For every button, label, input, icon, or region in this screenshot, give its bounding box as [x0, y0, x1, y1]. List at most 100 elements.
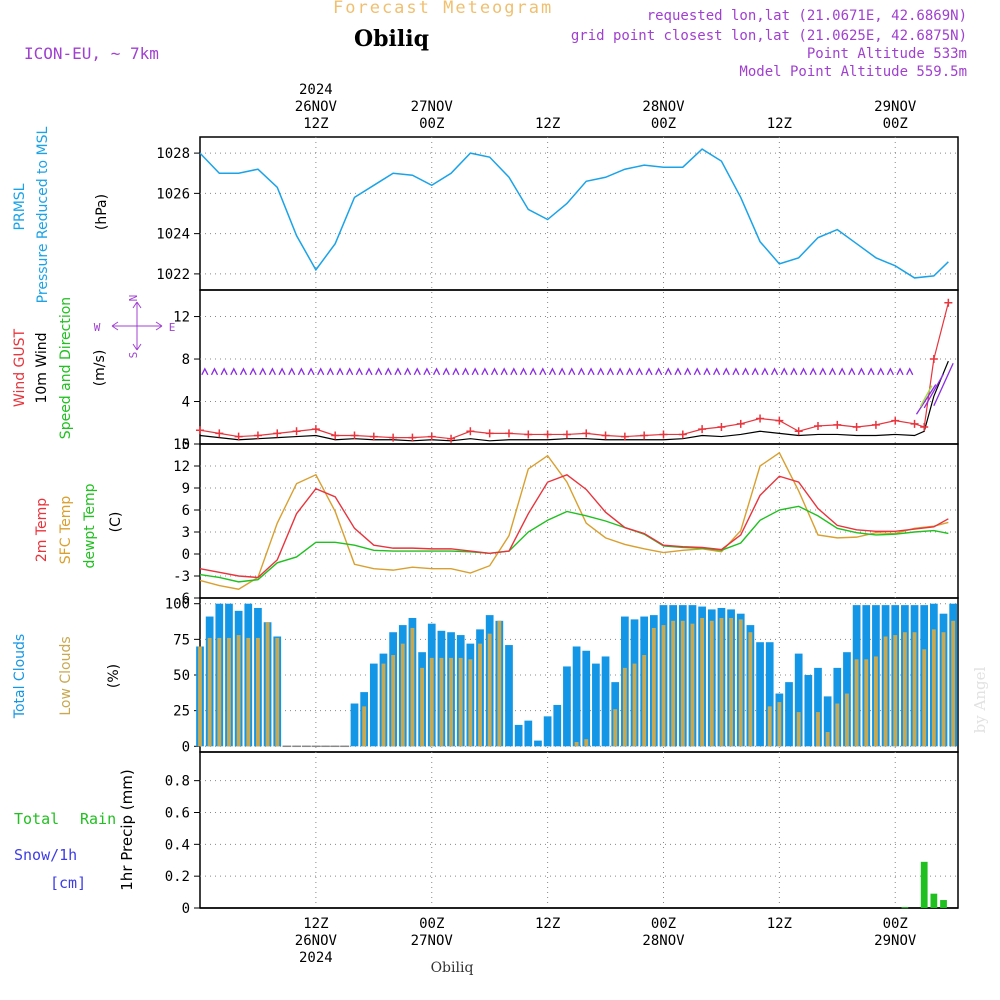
wind-direction-arrow	[307, 367, 315, 376]
gust-marker	[698, 425, 707, 434]
gust-marker	[196, 426, 204, 435]
gust-marker	[466, 427, 475, 436]
low-cloud-bar	[198, 646, 202, 747]
wind-direction-arrow	[529, 367, 537, 376]
wind-direction-arrow	[326, 367, 334, 376]
low-cloud-bar	[236, 635, 241, 747]
gust-marker	[369, 432, 378, 441]
low-cloud-bar	[487, 633, 492, 747]
wind-direction-arrow	[919, 385, 933, 408]
legend-total: Total	[14, 810, 59, 828]
y-tick-label-clouds: 0	[182, 739, 190, 755]
wind-direction-arrow	[664, 367, 672, 376]
gust-marker	[775, 416, 784, 425]
panel-frame-wind	[199, 289, 959, 445]
wind-direction-arrow	[201, 367, 209, 376]
axis-label-precip: 1hr Precip (mm)	[118, 769, 136, 890]
wind-direction-arrow	[906, 367, 914, 376]
gust-marker	[485, 429, 494, 438]
model-label: ICON-EU, ~ 7km	[24, 44, 159, 63]
low-cloud-bar	[362, 706, 367, 747]
wind-direction-arrow	[432, 367, 441, 376]
time-label-bottom: 29NOV	[874, 933, 917, 949]
gust-marker	[852, 423, 861, 432]
axis-label-prmsl: PRMSL	[12, 183, 28, 230]
wind-direction-arrow	[790, 367, 798, 376]
total-cloud-bar	[524, 720, 533, 747]
low-cloud-bar	[256, 637, 260, 747]
wind-direction-arrow	[442, 367, 450, 376]
wind-direction-arrow	[645, 367, 653, 376]
low-cloud-bar	[864, 659, 869, 747]
legend-snow: Snow/1h	[14, 846, 77, 864]
wind-direction-arrow	[510, 367, 518, 376]
wind-direction-arrow	[857, 367, 866, 376]
low-cloud-bar	[729, 617, 734, 747]
time-label-top: 29NOV	[874, 99, 917, 115]
low-cloud-bar	[246, 637, 251, 747]
total-cloud-bar	[592, 663, 600, 747]
gust-marker	[620, 432, 629, 441]
low-cloud-bar	[777, 702, 782, 747]
gust-marker	[910, 419, 919, 428]
gust-marker	[234, 432, 243, 441]
y-tick-label-temperature: 3	[182, 525, 190, 541]
low-cloud-bar	[709, 620, 714, 747]
low-cloud-bar	[632, 663, 637, 747]
rain-bar	[940, 900, 947, 908]
axis-unit-wind: (m/s)	[92, 350, 108, 387]
gust-marker	[659, 430, 668, 439]
low-cloud-bar	[584, 739, 589, 747]
time-label-bottom: 12Z	[535, 916, 560, 932]
wind-direction-arrow	[848, 367, 856, 376]
wind-direction-arrow	[896, 367, 904, 376]
time-label-top: 12Z	[535, 116, 560, 132]
time-label-top: 12Z	[303, 116, 328, 132]
low-cloud-bar	[391, 655, 396, 747]
compass-east-label: E	[169, 321, 176, 334]
wind-direction-arrow	[597, 367, 605, 376]
wind-direction-arrow	[452, 367, 460, 376]
rain-bar	[920, 861, 928, 908]
low-cloud-bar	[883, 636, 888, 747]
wind-direction-arrow	[838, 367, 846, 376]
gust-marker	[833, 420, 842, 429]
wind-direction-arrow	[867, 367, 875, 376]
low-cloud-bar	[912, 632, 917, 747]
total-cloud-bar	[765, 642, 774, 747]
wind-direction-arrow	[626, 367, 634, 376]
low-cloud-bar	[893, 635, 898, 747]
total-cloud-bar	[785, 682, 793, 747]
axis-label-gust: Wind GUST	[12, 328, 28, 407]
low-cloud-bar	[497, 620, 502, 747]
axis-unit-clouds: (%)	[106, 664, 122, 688]
low-cloud-bar	[613, 709, 618, 747]
time-label-top: 00Z	[419, 116, 444, 132]
time-label-bottom: 00Z	[883, 916, 908, 932]
y-tick-label-precip: 0	[182, 901, 190, 917]
total-cloud-bar	[543, 716, 552, 747]
wind-direction-arrow	[780, 367, 788, 376]
time-label-top: 26NOV	[295, 99, 338, 115]
low-cloud-bar	[642, 655, 647, 747]
low-cloud-bar	[825, 732, 830, 747]
axis-label-speed-direction: Speed and Direction	[58, 297, 74, 439]
wind-direction-arrow	[751, 367, 759, 376]
low-cloud-bar	[420, 667, 425, 747]
legend-snow-unit: [cm]	[50, 874, 86, 892]
wind-direction-arrow	[404, 367, 412, 376]
y-tick-label-precip: 0.2	[165, 869, 190, 885]
wind-direction-arrow	[336, 367, 344, 376]
y-tick-label-temperature: 0	[182, 547, 190, 563]
low-cloud-bar	[700, 617, 705, 747]
y-tick-label-precip: 0.6	[165, 805, 190, 821]
panel-frame-precip	[199, 751, 959, 909]
point-altitude: Point Altitude 533m	[806, 46, 967, 62]
wind-direction-arrow	[259, 367, 267, 376]
wind-direction-arrow	[703, 367, 711, 376]
low-cloud-bar	[816, 712, 820, 747]
wind-direction-arrow	[684, 367, 692, 376]
total-cloud-bar	[553, 704, 562, 747]
gust-marker	[891, 416, 900, 425]
wind-direction-arrow	[674, 367, 682, 376]
